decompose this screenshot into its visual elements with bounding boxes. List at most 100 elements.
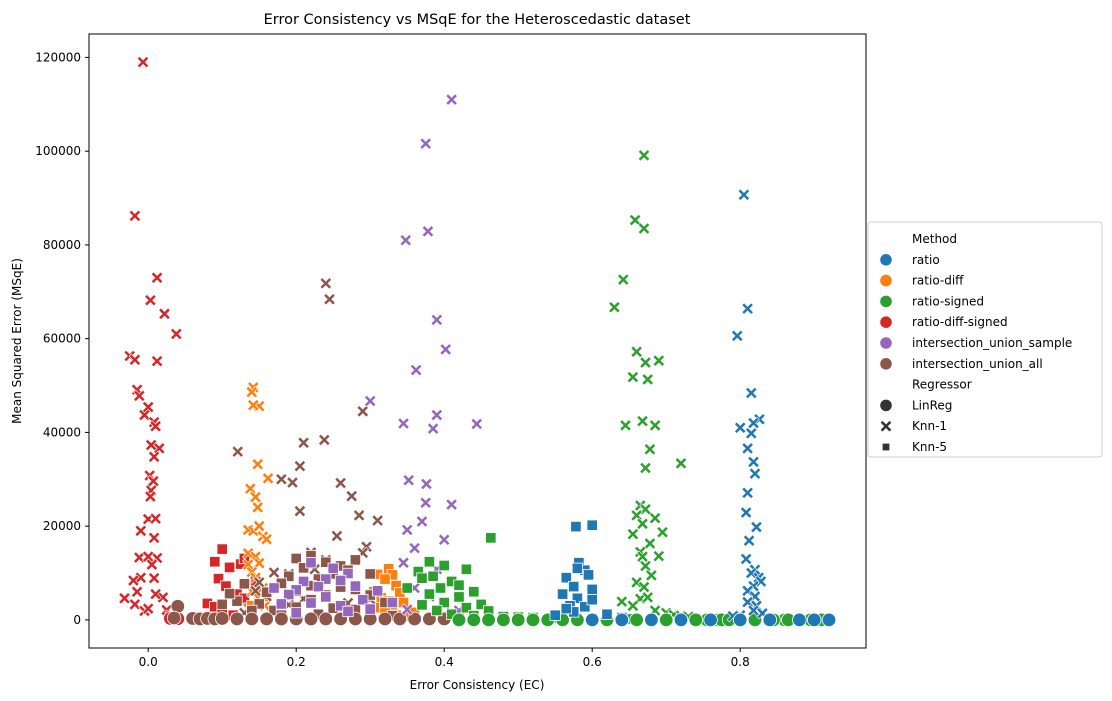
- legend-item: ratio-diff-signed: [912, 315, 1008, 329]
- data-point: [636, 550, 649, 563]
- data-point: [644, 612, 659, 628]
- data-point: [345, 489, 358, 503]
- data-point: [260, 533, 273, 546]
- data-point: [153, 442, 166, 455]
- data-point: [586, 519, 598, 531]
- data-point: [149, 512, 162, 525]
- data-point: [470, 417, 483, 431]
- data-point: [407, 611, 422, 627]
- data-point: [626, 527, 640, 541]
- data-point: [416, 572, 428, 584]
- data-point: [636, 517, 649, 530]
- legend-swatch: [879, 315, 893, 329]
- data-point: [253, 557, 266, 570]
- legend-title-regressor: Regressor: [912, 378, 972, 392]
- data-point: [401, 603, 414, 616]
- data-point: [357, 594, 369, 606]
- data-point: [615, 595, 628, 608]
- data-point: [641, 373, 654, 386]
- data-point: [330, 529, 344, 543]
- data-point: [231, 445, 244, 458]
- data-point: [342, 567, 354, 580]
- data-point: [485, 532, 497, 544]
- data-point: [673, 612, 689, 628]
- data-point: [586, 594, 598, 606]
- series-intersection_union_sample-Knn-5: [268, 557, 399, 619]
- series-ratio-LinReg: [584, 612, 837, 628]
- series-ratio-signed-Knn-1: [608, 149, 695, 623]
- data-point: [275, 473, 288, 486]
- data-point: [293, 504, 307, 518]
- data-point: [468, 586, 480, 598]
- data-point: [150, 271, 164, 284]
- data-point: [147, 572, 161, 585]
- data-point: [402, 474, 415, 487]
- data-point: [451, 612, 467, 628]
- data-point: [409, 363, 423, 377]
- data-point: [445, 498, 458, 511]
- data-point: [134, 524, 147, 537]
- data-point: [643, 443, 657, 456]
- data-point: [297, 436, 310, 449]
- data-point: [399, 234, 412, 247]
- data-point: [283, 570, 295, 582]
- data-point: [371, 585, 384, 597]
- data-point: [319, 277, 332, 290]
- data-point: [431, 604, 443, 617]
- legend-item: ratio-signed: [912, 294, 984, 308]
- data-point: [268, 582, 280, 594]
- data-point: [439, 343, 452, 356]
- data-point: [212, 573, 225, 585]
- data-point: [430, 313, 443, 327]
- data-point: [401, 582, 413, 594]
- data-point: [334, 574, 347, 587]
- data-point: [571, 592, 584, 604]
- data-point: [293, 459, 307, 473]
- data-point: [244, 611, 260, 627]
- data-point: [318, 611, 334, 627]
- data-point: [290, 552, 302, 565]
- data-point: [741, 302, 754, 315]
- data-point: [342, 605, 354, 618]
- data-point: [128, 598, 142, 611]
- data-point: [739, 552, 753, 566]
- legend-item: intersection_union_all: [912, 357, 1043, 371]
- data-point: [656, 526, 669, 539]
- data-point: [584, 612, 600, 628]
- data-point: [525, 612, 541, 628]
- data-point: [737, 188, 751, 201]
- data-point: [762, 612, 778, 628]
- data-point: [601, 608, 613, 620]
- data-point: [639, 356, 652, 369]
- data-point: [556, 588, 569, 600]
- data-point: [364, 568, 376, 580]
- data-point: [636, 415, 649, 428]
- data-point: [144, 490, 157, 503]
- data-point: [734, 421, 747, 434]
- data-point: [297, 575, 310, 588]
- data-point: [510, 612, 526, 628]
- data-point: [741, 486, 754, 500]
- data-point: [739, 506, 753, 519]
- data-point: [144, 294, 157, 307]
- data-point: [128, 209, 142, 223]
- data-point: [128, 353, 142, 366]
- data-point: [150, 355, 164, 368]
- data-point: [445, 93, 458, 106]
- series-ratio-diff-signed-Knn-1: [118, 55, 183, 622]
- x-tick-label: 0.0: [139, 655, 158, 669]
- data-point: [419, 137, 432, 150]
- data-point: [118, 592, 131, 605]
- data-point: [453, 579, 465, 591]
- data-point: [421, 225, 435, 238]
- legend-title-method: Method: [912, 232, 957, 246]
- data-point: [438, 559, 450, 572]
- data-point: [261, 472, 275, 485]
- data-point: [251, 501, 264, 514]
- data-point: [352, 509, 366, 522]
- data-point: [475, 598, 487, 611]
- data-point: [415, 515, 429, 528]
- legend-box: [867, 221, 1103, 458]
- data-point: [238, 578, 251, 590]
